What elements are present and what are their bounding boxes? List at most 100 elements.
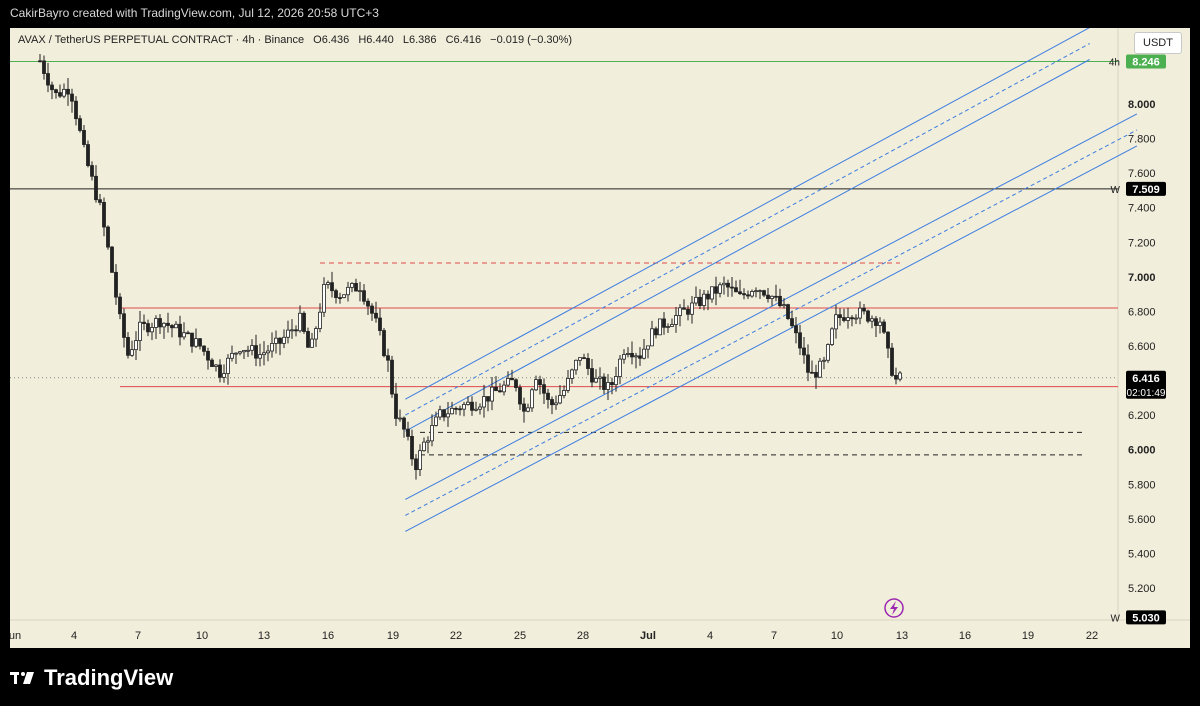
candle-body (338, 297, 342, 299)
candle-body (138, 321, 142, 341)
candle-body (374, 312, 378, 319)
flash-icon[interactable] (884, 598, 904, 618)
candle-body (838, 314, 842, 318)
y-tick-label: 6.600 (1128, 341, 1156, 353)
candle-body (310, 338, 314, 348)
candle-body (866, 310, 870, 322)
candle-body (830, 328, 834, 345)
candle-body (462, 404, 466, 410)
candle-body (86, 144, 90, 166)
candle-body (146, 323, 150, 333)
chart-frame[interactable]: 5.2005.4005.6005.8006.0006.2006.4006.600… (10, 28, 1190, 648)
candle-body (454, 407, 458, 410)
candle-body (182, 332, 186, 338)
candle-body (898, 372, 902, 380)
candle-body (790, 318, 794, 327)
x-tick-label: 13 (258, 630, 270, 642)
candle-body (646, 345, 650, 350)
candle-body (242, 350, 246, 353)
candle-body (726, 282, 730, 288)
candle-body (574, 359, 578, 371)
candle-body (586, 358, 590, 369)
candle-body (834, 314, 838, 330)
candle-body (458, 408, 462, 411)
ohlc-open: O6.436 (313, 34, 350, 46)
x-tick-label: 25 (514, 630, 526, 642)
symbol-name[interactable]: AVAX / TetherUS PERPETUAL CONTRACT · 4h … (18, 34, 305, 46)
footer-logo-text[interactable]: TradingView (44, 665, 174, 690)
candle-body (638, 355, 642, 359)
candle-body (302, 312, 306, 332)
candle-body (110, 246, 114, 273)
candle-body (874, 318, 878, 326)
candle-body (650, 328, 654, 347)
x-tick-label: 7 (771, 630, 777, 642)
upper_channel-line-2 (405, 59, 1090, 432)
candle-body (850, 317, 854, 320)
candle-body (370, 305, 374, 314)
candle-body (618, 358, 622, 377)
candle-body (282, 336, 286, 344)
candle-body (70, 93, 74, 102)
y-tick-label: 6.200 (1128, 410, 1156, 422)
candle-body (126, 337, 130, 356)
candle-body (102, 202, 106, 228)
candle-body (722, 282, 726, 286)
candle-body (630, 352, 634, 358)
candle-body (642, 348, 646, 359)
candle-body (130, 349, 134, 356)
candle-body (118, 296, 122, 315)
candle-body (274, 337, 278, 344)
candle-body (314, 328, 318, 340)
candle-body (542, 384, 546, 394)
x-tick-label: Jul (640, 630, 656, 642)
candle-body (62, 88, 66, 97)
candle-body (754, 290, 758, 293)
candle-body (278, 337, 282, 344)
x-tick-label: un (10, 630, 21, 642)
candle-body (890, 347, 894, 376)
candle-body (162, 322, 166, 328)
footer: TradingView (10, 664, 173, 692)
candle-body (378, 317, 382, 331)
candle-body (442, 409, 446, 418)
candle-body (94, 175, 98, 201)
candle-body (106, 226, 110, 248)
candle-body (250, 345, 254, 351)
currency-button[interactable]: USDT (1134, 32, 1182, 54)
candle-body (342, 294, 346, 298)
candle-body (318, 311, 322, 329)
candle-body (782, 304, 786, 307)
candle-body (678, 307, 682, 316)
ohlc-close: C6.416 (445, 34, 482, 46)
candle-body (150, 327, 154, 333)
candle-body (766, 294, 770, 299)
candle-body (798, 332, 802, 349)
candle-body (234, 352, 238, 355)
candle-body (702, 293, 706, 306)
candle-body (122, 313, 126, 338)
candle-body (666, 326, 670, 328)
candle-body (266, 350, 270, 354)
candle-body (510, 377, 514, 381)
x-tick-label: 10 (196, 630, 208, 642)
upper_channel-line-0 (405, 28, 1090, 400)
candle-body (410, 436, 414, 460)
chart-canvas[interactable]: 5.2005.4005.6005.8006.0006.2006.4006.600… (10, 28, 1190, 648)
candle-body (506, 377, 510, 386)
candle-body (154, 318, 158, 328)
candle-body (814, 372, 818, 378)
tradingview-logo-icon[interactable] (10, 670, 38, 686)
candle-body (530, 389, 534, 409)
candle-body (730, 286, 734, 289)
candle-body (350, 283, 354, 288)
price-label-tag-1: W (1111, 185, 1121, 196)
candle-body (382, 330, 386, 357)
candle-body (254, 345, 258, 359)
x-tick-label: 22 (450, 630, 462, 642)
candle-body (54, 89, 58, 94)
candle-body (470, 401, 474, 411)
candle-body (478, 406, 482, 410)
candle-body (658, 318, 662, 336)
candle-body (794, 325, 798, 334)
